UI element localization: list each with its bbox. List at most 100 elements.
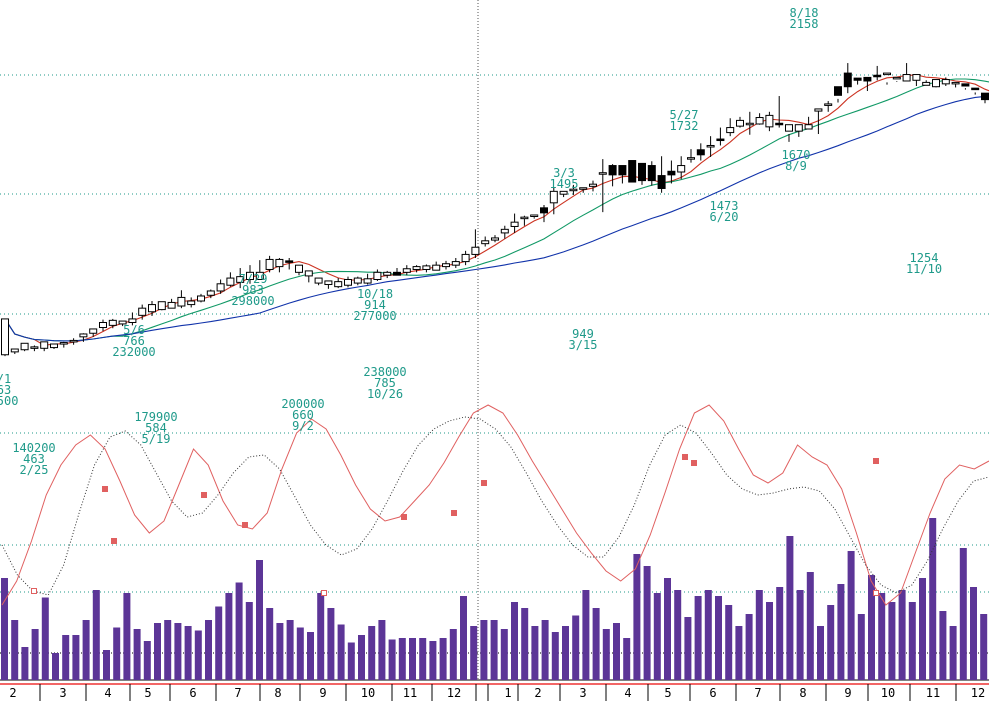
candle-body bbox=[824, 103, 833, 106]
candle-body bbox=[79, 333, 88, 338]
candle-body bbox=[40, 341, 49, 349]
volume-bar bbox=[929, 518, 937, 680]
volume-bar bbox=[235, 582, 243, 680]
price-annotation-line: 3/15 bbox=[569, 338, 598, 352]
price-annotation-line: 232000 bbox=[112, 345, 155, 359]
volume-bar bbox=[154, 623, 161, 680]
price-annotation: 5/6 766 232000 bbox=[112, 323, 155, 359]
candle-body bbox=[216, 283, 225, 292]
price-annotation: 949 3/15 bbox=[569, 327, 598, 352]
volume-bar bbox=[388, 639, 396, 680]
candle-body bbox=[148, 304, 156, 313]
candle-body bbox=[304, 270, 313, 277]
volume-bar bbox=[245, 602, 253, 680]
candle-body bbox=[393, 271, 401, 276]
candle-body bbox=[334, 281, 343, 288]
volume-bar bbox=[970, 587, 977, 680]
volume-bar bbox=[562, 626, 569, 680]
volume-bar bbox=[602, 629, 610, 680]
price-annotation-line: 1254 bbox=[910, 251, 939, 265]
candle-body bbox=[559, 190, 568, 195]
candle-body bbox=[157, 301, 166, 311]
price-annotation-line: 140200 bbox=[12, 441, 55, 455]
x-tick-label: 8 bbox=[799, 686, 806, 700]
x-tick-label: 9 bbox=[844, 686, 851, 700]
price-annotation-line: 7/29 bbox=[239, 272, 268, 286]
candle-body bbox=[255, 271, 264, 281]
volume-bar bbox=[531, 626, 539, 680]
volume-bar bbox=[725, 605, 733, 680]
price-annotation-line: 949 bbox=[572, 327, 594, 341]
volume-bar bbox=[205, 620, 212, 680]
price-annotation-line: 3/3 bbox=[553, 166, 575, 180]
price-annotation-line: 277000 bbox=[353, 309, 396, 323]
candle-body bbox=[853, 77, 862, 81]
candle-body bbox=[167, 301, 176, 309]
x-tick-label: 8 bbox=[274, 686, 281, 700]
price-annotation-line: 10/18 bbox=[357, 287, 393, 301]
volume-bar bbox=[317, 593, 325, 680]
candle-body bbox=[883, 72, 891, 76]
volume-bar bbox=[225, 593, 233, 680]
volume-bar bbox=[296, 627, 304, 680]
x-tick-label: 3 bbox=[579, 686, 586, 700]
candle-body bbox=[667, 170, 676, 176]
candle-body bbox=[442, 263, 450, 268]
candle-body bbox=[755, 117, 764, 125]
x-tick-label: 2 bbox=[534, 686, 541, 700]
price-annotation-line: 2/25 bbox=[20, 463, 49, 477]
candle-body bbox=[363, 278, 372, 284]
candle-body bbox=[647, 165, 656, 182]
candle-body bbox=[912, 74, 921, 81]
volume-bar bbox=[592, 608, 600, 680]
candle-body bbox=[549, 190, 558, 204]
x-axis: 2 3 4 5 6 7 8 9 10 11 12 1 2 3 4 5 6 7 8 9 10 11 12 bbox=[9, 684, 985, 701]
volume-bar bbox=[755, 590, 763, 680]
candle-body bbox=[843, 72, 852, 88]
candle-body bbox=[344, 279, 352, 286]
volume-bar bbox=[806, 572, 814, 680]
price-annotation-line: 2158 bbox=[790, 17, 819, 31]
x-tick-label: 3 bbox=[59, 686, 66, 700]
x-tick-label: 11 bbox=[926, 686, 940, 700]
candle-body bbox=[118, 320, 127, 325]
volume-bar bbox=[817, 626, 824, 680]
volume-bar bbox=[215, 606, 223, 680]
volume-bar bbox=[460, 596, 467, 680]
price-annotation: 1254 11/10 bbox=[906, 251, 942, 276]
price-annotation-line: 1495 bbox=[550, 177, 579, 191]
candle-body bbox=[138, 307, 147, 316]
candle-body bbox=[657, 175, 666, 189]
volume-bar bbox=[52, 653, 59, 680]
volume-bar bbox=[439, 638, 447, 680]
candle-body bbox=[540, 207, 548, 214]
candle-body bbox=[961, 83, 970, 87]
candle-body bbox=[716, 138, 725, 142]
candle-body bbox=[402, 268, 411, 273]
price-annotation-line: 6/20 bbox=[710, 210, 739, 224]
volume-bar bbox=[31, 629, 39, 680]
price-annotation: /1630500 bbox=[0, 372, 18, 408]
candle-body bbox=[706, 144, 715, 148]
price-annotation: 140200 463 2/25 bbox=[12, 441, 55, 477]
candle-body bbox=[451, 261, 460, 266]
volume-bar bbox=[939, 611, 947, 680]
volume-bar bbox=[92, 590, 100, 680]
volume-bar bbox=[409, 638, 416, 680]
volume-bar bbox=[582, 590, 590, 680]
candle-body bbox=[696, 149, 705, 156]
price-annotation-line: 63 bbox=[0, 383, 11, 397]
x-tick-label: 9 bbox=[319, 686, 326, 700]
volume-bar bbox=[511, 602, 518, 680]
candle-body bbox=[608, 165, 617, 176]
volume-bar bbox=[470, 626, 478, 680]
candle-body bbox=[902, 74, 911, 82]
price-annotation-line: 179900 bbox=[134, 410, 177, 424]
volume-bar bbox=[358, 635, 365, 680]
candle-body bbox=[50, 343, 58, 349]
price-annotation: 10/18 914 277000 bbox=[353, 287, 396, 323]
volume-bar bbox=[949, 626, 957, 680]
x-tick-label: 5 bbox=[664, 686, 671, 700]
x-tick-label: 6 bbox=[709, 686, 716, 700]
